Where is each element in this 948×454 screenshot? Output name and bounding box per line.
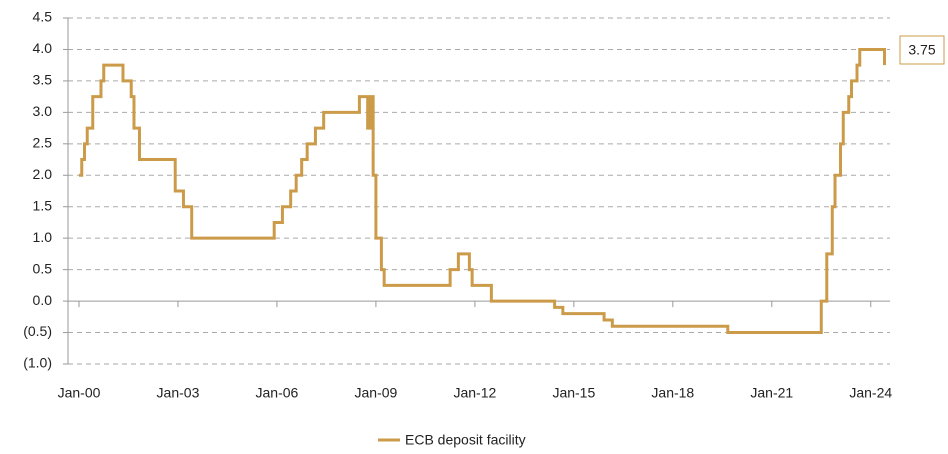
y-tick-label: 2.0 bbox=[33, 166, 53, 182]
y-tick-label: 4.0 bbox=[33, 40, 53, 56]
y-tick-label: 0.0 bbox=[33, 292, 53, 308]
series-line bbox=[79, 47, 886, 335]
x-tick-label: Jan-12 bbox=[453, 385, 496, 401]
y-tick-label: (1.0) bbox=[23, 355, 52, 371]
legend-label: ECB deposit facility bbox=[405, 432, 526, 448]
y-tick-label: (0.5) bbox=[23, 323, 52, 339]
end-label-box bbox=[899, 35, 945, 65]
y-tick-label: 2.5 bbox=[33, 135, 53, 151]
x-tick-label: Jan-09 bbox=[355, 385, 398, 401]
y-tick-label: 3.0 bbox=[33, 103, 53, 119]
y-tick-label: 1.5 bbox=[33, 197, 53, 213]
y-tick-label: 0.5 bbox=[33, 260, 53, 276]
y-tick-label: 1.0 bbox=[33, 229, 53, 245]
x-tick-label: Jan-15 bbox=[552, 385, 595, 401]
y-tick-label: 3.5 bbox=[33, 72, 53, 88]
x-tick-label: Jan-21 bbox=[750, 385, 793, 401]
y-tick-label: 4.5 bbox=[33, 9, 53, 25]
x-tick-label: Jan-03 bbox=[157, 385, 200, 401]
x-tick-label: Jan-00 bbox=[58, 385, 101, 401]
x-tick-label: Jan-24 bbox=[849, 385, 892, 401]
end-label: 3.75 bbox=[908, 42, 935, 58]
x-tick-label: Jan-18 bbox=[651, 385, 694, 401]
x-tick-label: Jan-06 bbox=[256, 385, 299, 401]
